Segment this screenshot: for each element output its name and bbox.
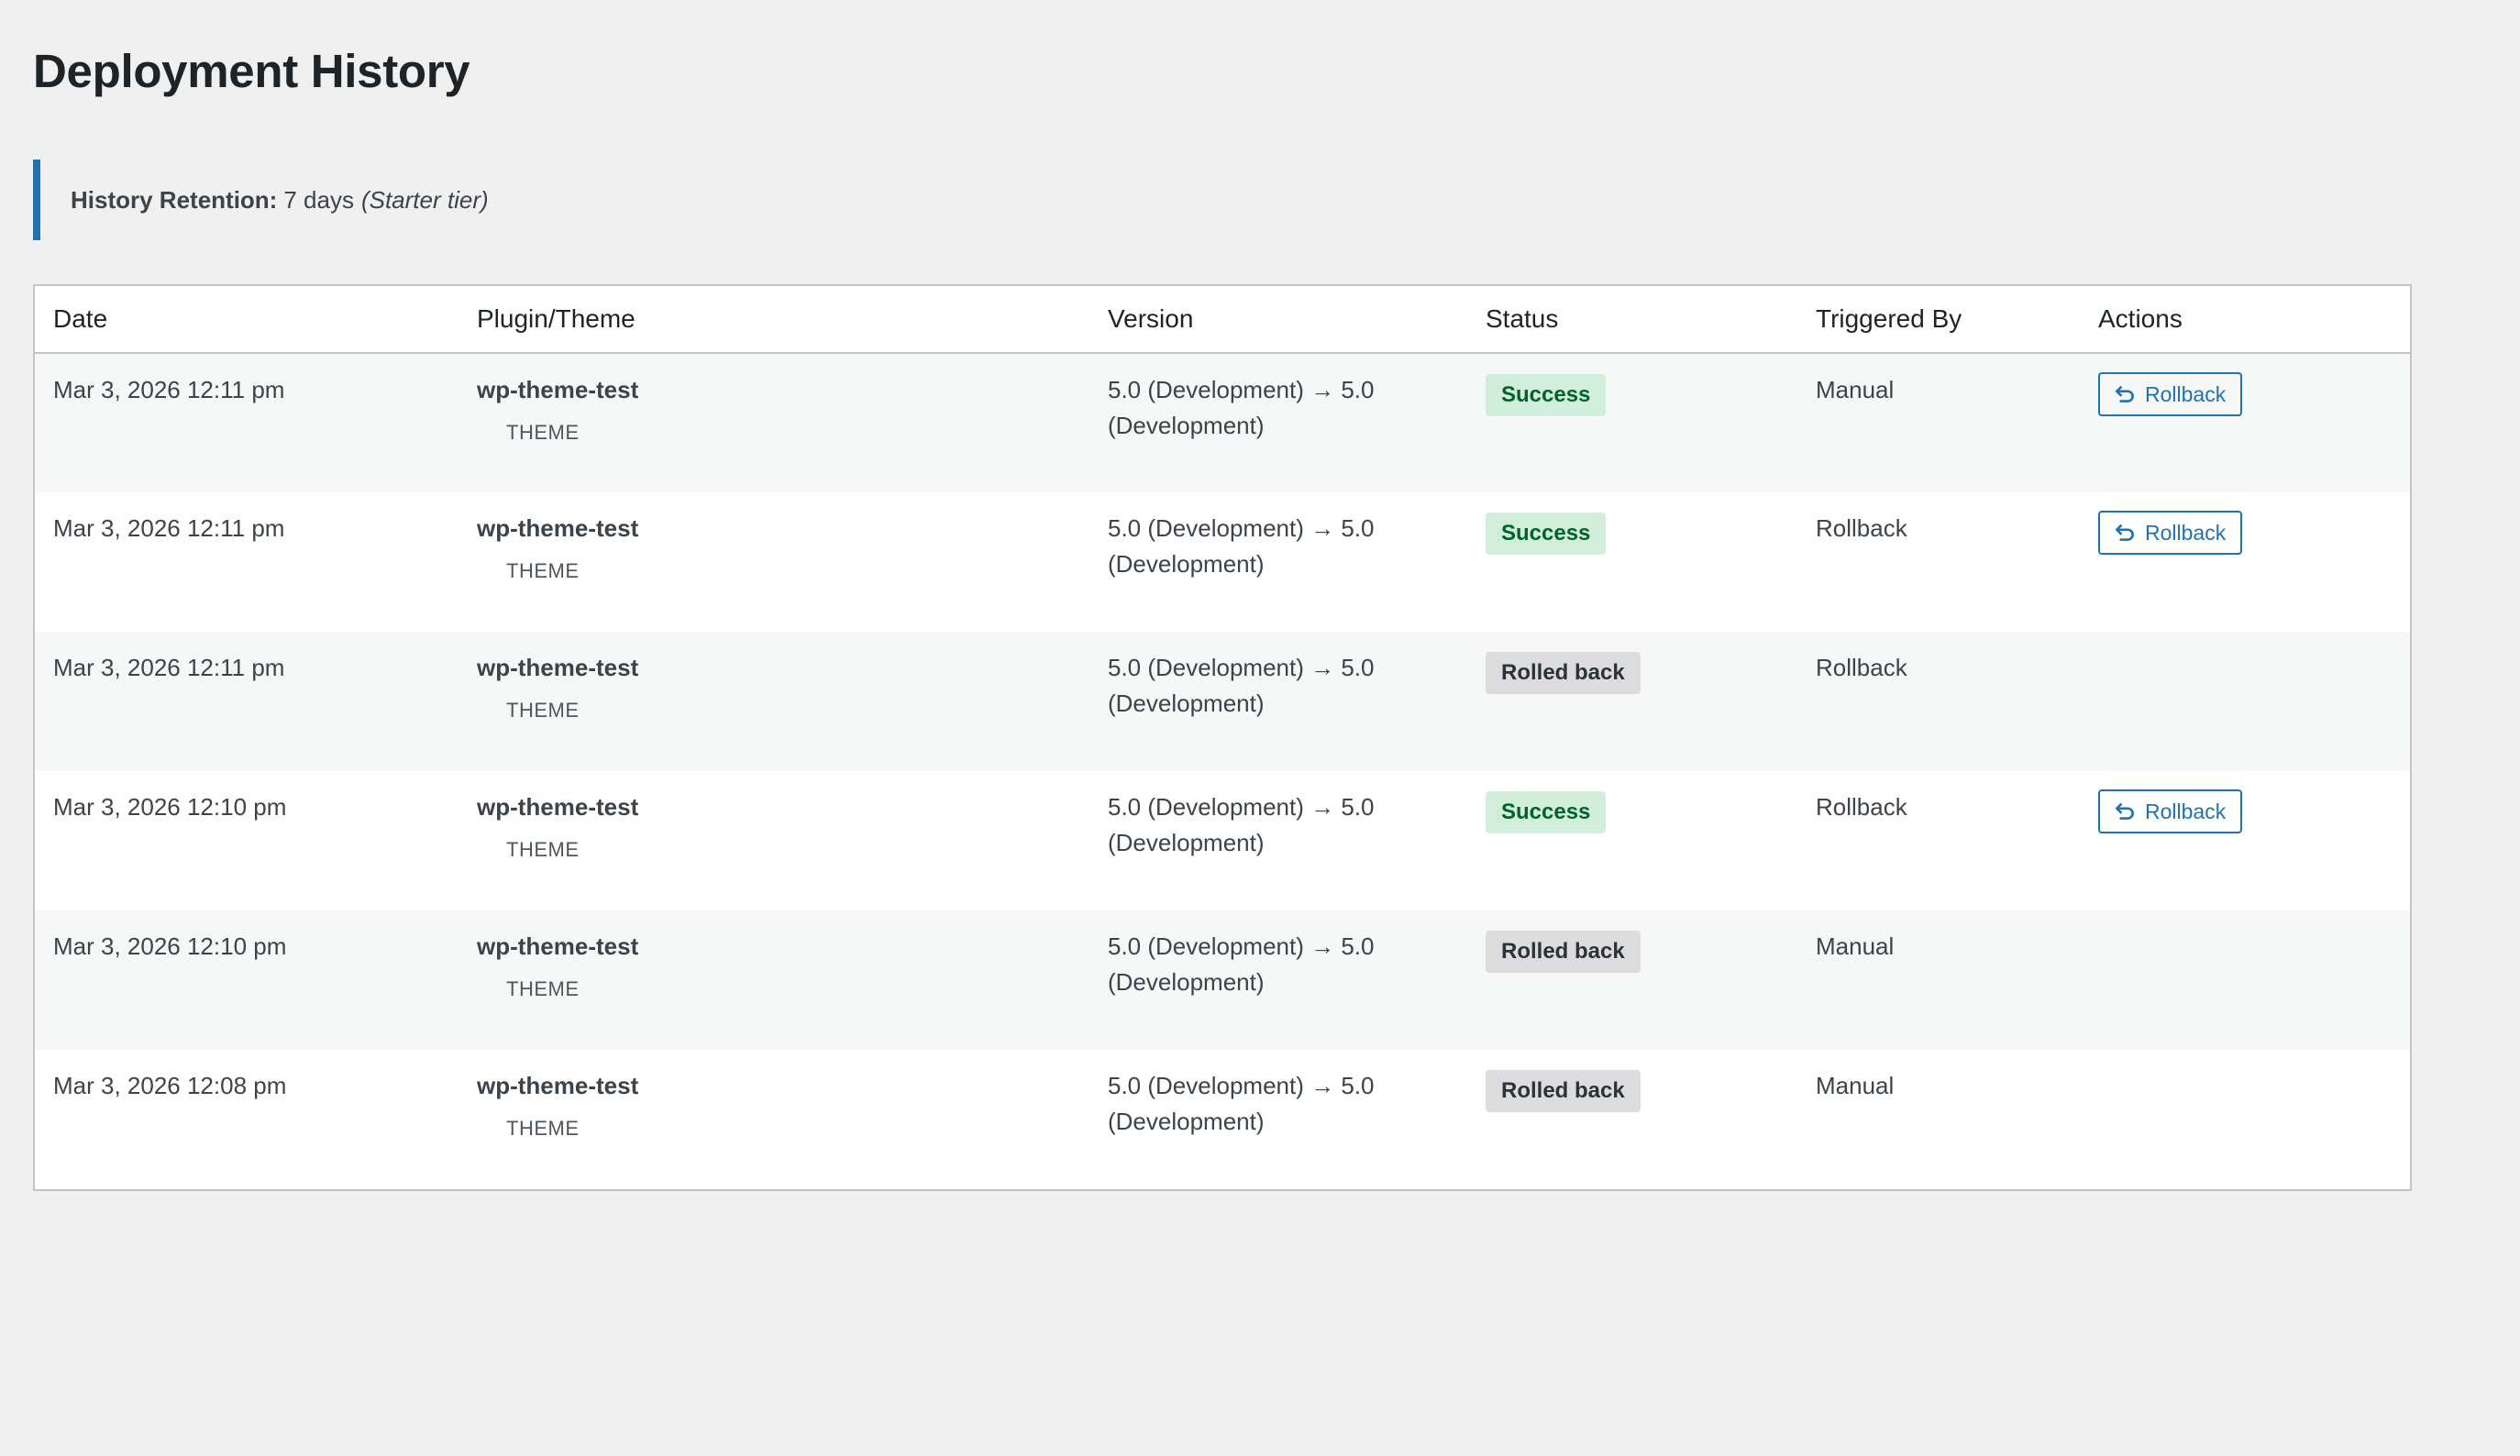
cell-plugin-theme: wp-theme-test THEME	[459, 771, 1089, 910]
status-badge: Success	[1486, 374, 1607, 416]
table-row: Mar 3, 2026 12:10 pm wp-theme-test THEME…	[35, 771, 2410, 910]
cell-actions	[2080, 1050, 2410, 1189]
cell-actions: Rollback	[2080, 492, 2410, 632]
retention-tier: (Starter tier)	[360, 185, 489, 214]
rollback-button-label: Rollback	[2145, 799, 2227, 823]
cell-triggered-by: Manual	[1816, 1072, 1895, 1099]
cell-version: 5.0 (Development) → 5.0 (Development)	[1089, 632, 1467, 771]
cell-date: Mar 3, 2026 12:10 pm	[53, 932, 287, 960]
cell-status: Success	[1467, 492, 1797, 632]
column-header-date: Date	[35, 286, 459, 354]
cell-status: Success	[1467, 771, 1797, 910]
cell-plugin-theme: wp-theme-test THEME	[459, 910, 1089, 1050]
table-header-row: Date Plugin/Theme Version Status Trigger…	[35, 286, 2410, 354]
cell-plugin-theme: wp-theme-test THEME	[459, 632, 1089, 771]
cell-triggered-by: Manual	[1816, 932, 1895, 960]
column-header-status: Status	[1467, 286, 1797, 354]
retention-value: 7 days	[283, 185, 354, 214]
cell-plugin-theme: wp-theme-test THEME	[459, 1050, 1089, 1189]
cell-plugin-theme: wp-theme-test THEME	[459, 492, 1089, 632]
status-badge: Rolled back	[1486, 931, 1641, 973]
cell-triggered-by: Rollback	[1816, 793, 1907, 821]
cell-date: Mar 3, 2026 12:11 pm	[53, 654, 285, 681]
cell-version: 5.0 (Development) → 5.0 (Development)	[1089, 910, 1467, 1050]
cell-triggered-by: Manual	[1816, 376, 1895, 403]
plugin-name: wp-theme-test	[477, 932, 639, 960]
plugin-type: THEME	[506, 977, 580, 1000]
plugin-name: wp-theme-test	[477, 793, 639, 821]
cell-status: Success	[1467, 353, 1797, 492]
retention-label: History Retention:	[71, 185, 278, 214]
cell-version: 5.0 (Development) → 5.0 (Development)	[1089, 353, 1467, 492]
cell-status: Rolled back	[1467, 632, 1797, 771]
table-row: Mar 3, 2026 12:11 pm wp-theme-test THEME…	[35, 492, 2410, 632]
cell-version: 5.0 (Development) → 5.0 (Development)	[1089, 492, 1467, 632]
status-badge: Success	[1486, 791, 1607, 833]
status-badge: Success	[1486, 513, 1607, 555]
rollback-button[interactable]: Rollback	[2098, 511, 2243, 555]
cell-version: 5.0 (Development) → 5.0 (Development)	[1089, 1050, 1467, 1189]
cell-actions	[2080, 910, 2410, 1050]
version-text: 5.0 (Development) → 5.0 (Development)	[1108, 1072, 1375, 1135]
plugin-type: THEME	[506, 559, 580, 582]
column-header-triggered-by: Triggered By	[1797, 286, 2080, 354]
table-row: Mar 3, 2026 12:11 pm wp-theme-test THEME…	[35, 353, 2410, 492]
cell-plugin-theme: wp-theme-test THEME	[459, 353, 1089, 492]
column-header-plugin-theme: Plugin/Theme	[459, 286, 1089, 354]
retention-notice: History Retention: 7 days (Starter tier)	[33, 160, 2410, 240]
plugin-type: THEME	[506, 421, 580, 444]
cell-version: 5.0 (Development) → 5.0 (Development)	[1089, 771, 1467, 910]
page-title: Deployment History	[33, 45, 470, 97]
deployment-history-table: Date Plugin/Theme Version Status Trigger…	[33, 284, 2412, 1191]
version-text: 5.0 (Development) → 5.0 (Development)	[1108, 654, 1375, 717]
table-row: Mar 3, 2026 12:11 pm wp-theme-test THEME…	[35, 632, 2410, 771]
cell-date: Mar 3, 2026 12:08 pm	[53, 1072, 287, 1099]
cell-date: Mar 3, 2026 12:10 pm	[53, 793, 287, 821]
cell-status: Rolled back	[1467, 910, 1797, 1050]
cell-triggered-by: Rollback	[1816, 514, 1907, 542]
cell-actions: Rollback	[2080, 353, 2410, 492]
version-text: 5.0 (Development) → 5.0 (Development)	[1108, 793, 1375, 856]
plugin-type: THEME	[506, 699, 580, 722]
rollback-button-label: Rollback	[2145, 381, 2227, 406]
cell-actions	[2080, 632, 2410, 771]
cell-triggered-by: Rollback	[1816, 654, 1907, 681]
table-body: Mar 3, 2026 12:11 pm wp-theme-test THEME…	[35, 353, 2410, 1189]
undo-arrow-icon	[2116, 803, 2134, 820]
version-text: 5.0 (Development) → 5.0 (Development)	[1108, 514, 1375, 578]
plugin-name: wp-theme-test	[477, 514, 639, 542]
status-badge: Rolled back	[1486, 1070, 1641, 1112]
rollback-button-label: Rollback	[2145, 520, 2227, 545]
table-row: Mar 3, 2026 12:08 pm wp-theme-test THEME…	[35, 1050, 2410, 1189]
table-row: Mar 3, 2026 12:10 pm wp-theme-test THEME…	[35, 910, 2410, 1050]
plugin-name: wp-theme-test	[477, 654, 639, 681]
column-header-actions: Actions	[2080, 286, 2410, 354]
plugin-name: wp-theme-test	[477, 376, 639, 403]
rollback-button[interactable]: Rollback	[2098, 789, 2243, 833]
plugin-type: THEME	[506, 1117, 580, 1140]
undo-arrow-icon	[2116, 524, 2134, 541]
cell-date: Mar 3, 2026 12:11 pm	[53, 514, 285, 542]
status-badge: Rolled back	[1486, 652, 1641, 694]
cell-actions: Rollback	[2080, 771, 2410, 910]
cell-status: Rolled back	[1467, 1050, 1797, 1189]
plugin-name: wp-theme-test	[477, 1072, 639, 1099]
column-header-version: Version	[1089, 286, 1467, 354]
plugin-type: THEME	[506, 838, 580, 861]
version-text: 5.0 (Development) → 5.0 (Development)	[1108, 932, 1375, 996]
cell-date: Mar 3, 2026 12:11 pm	[53, 376, 285, 403]
undo-arrow-icon	[2116, 386, 2134, 403]
rollback-button[interactable]: Rollback	[2098, 372, 2243, 416]
version-text: 5.0 (Development) → 5.0 (Development)	[1108, 376, 1375, 439]
